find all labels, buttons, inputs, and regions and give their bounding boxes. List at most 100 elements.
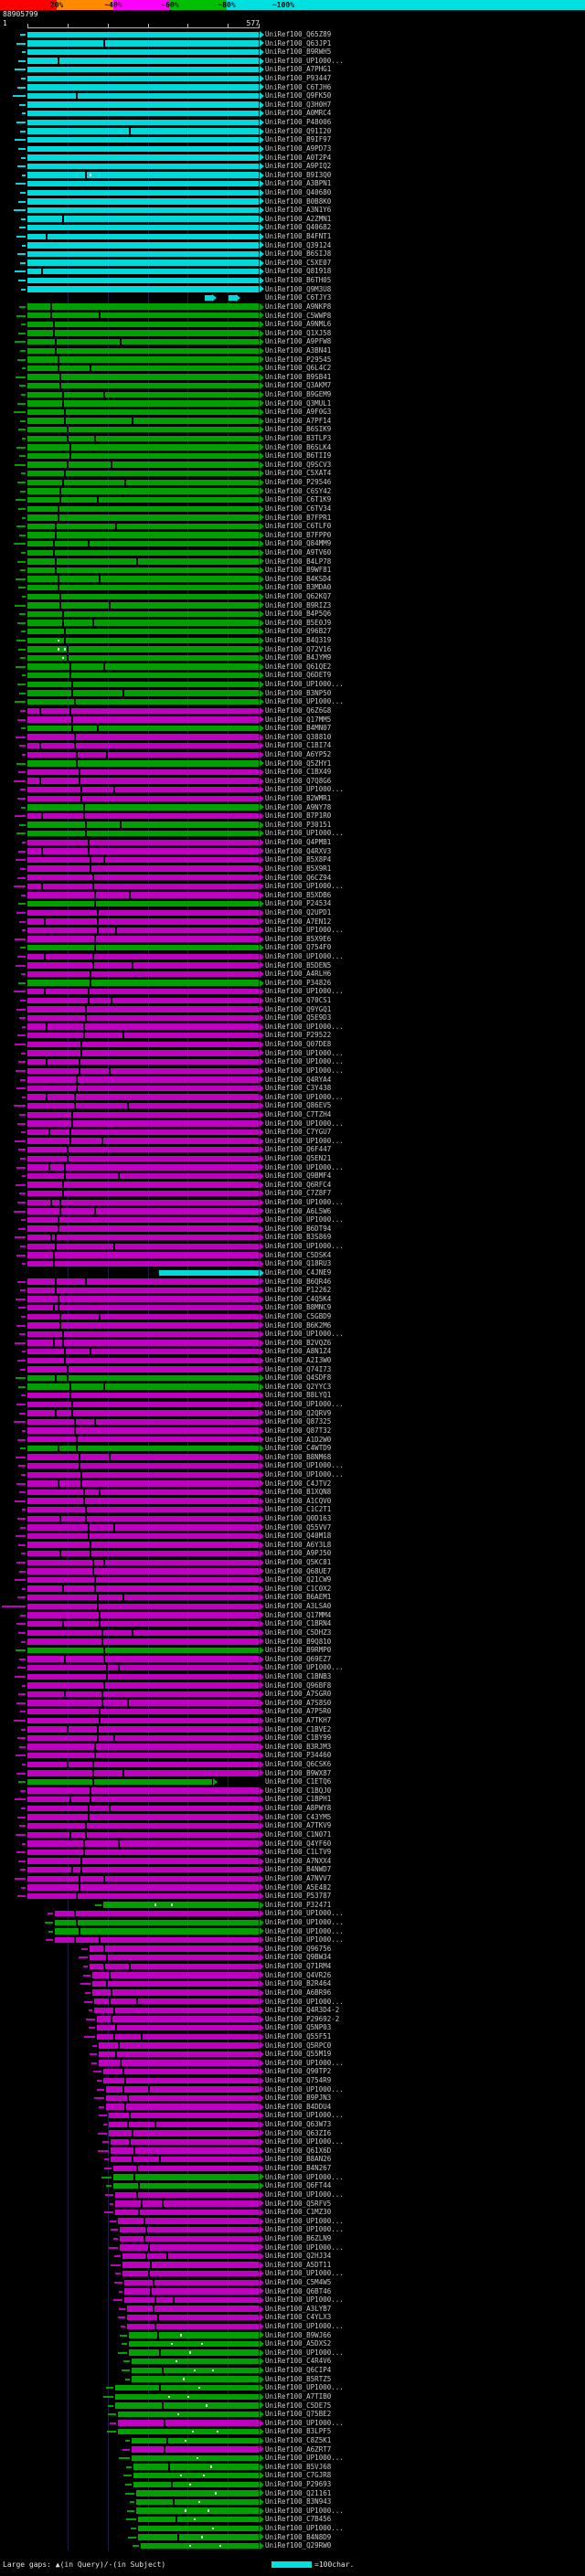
alignment-bar[interactable] bbox=[55, 1936, 259, 1944]
alignment-bar[interactable] bbox=[27, 225, 259, 231]
alignment-bar[interactable] bbox=[111, 2138, 259, 2146]
alignment-bar[interactable] bbox=[27, 1094, 259, 1100]
alignment-bar[interactable] bbox=[27, 629, 259, 635]
hit-label[interactable]: UniRef100_Q9M3U8 bbox=[265, 284, 332, 293]
hit-label[interactable]: UniRef100_Q3MUL1 bbox=[265, 398, 332, 408]
hit-label[interactable]: UniRef100_Q29RW0 bbox=[265, 2541, 332, 2550]
alignment-bar[interactable] bbox=[27, 865, 259, 872]
alignment-bar[interactable] bbox=[27, 1120, 259, 1127]
alignment-bar[interactable] bbox=[27, 673, 259, 679]
hit-label[interactable]: UniRef100_C1BRN4 bbox=[265, 1619, 332, 1628]
hit-label[interactable]: UniRef100_UP1000... bbox=[265, 680, 344, 689]
alignment-bar[interactable] bbox=[55, 1928, 259, 1935]
alignment-bar[interactable] bbox=[27, 84, 259, 90]
hit-label[interactable]: UniRef100_UP1000... bbox=[265, 1022, 344, 1031]
hit-label[interactable]: UniRef100_C1C0X2 bbox=[265, 1584, 332, 1593]
hit-label[interactable]: UniRef100_C6TV34 bbox=[265, 504, 332, 513]
hit-label[interactable]: UniRef100_C5DE75 bbox=[265, 2401, 332, 2410]
alignment-bar[interactable] bbox=[131, 2454, 259, 2462]
hit-label[interactable]: UniRef100_B4NWD7 bbox=[265, 1865, 332, 1874]
alignment-bar[interactable] bbox=[112, 2182, 259, 2189]
alignment-bar[interactable] bbox=[133, 2481, 259, 2487]
hit-label[interactable]: UniRef100_A5E482 bbox=[265, 1882, 332, 1892]
hit-label[interactable]: UniRef100_B6TH05 bbox=[265, 276, 332, 285]
alignment-bar[interactable] bbox=[27, 128, 259, 134]
hit-label[interactable]: UniRef100_B9WJ66 bbox=[265, 2330, 332, 2339]
hit-label[interactable]: UniRef100_B4N267 bbox=[265, 2164, 332, 2173]
hit-label[interactable]: UniRef100_Q9YGQ1 bbox=[265, 1004, 332, 1013]
hit-label[interactable]: UniRef100_C4WTD9 bbox=[265, 1444, 332, 1453]
hit-label[interactable]: UniRef100_A6ZRT7 bbox=[265, 2444, 332, 2454]
hit-label[interactable]: UniRef100_B5RTZ5 bbox=[265, 2374, 332, 2383]
alignment-bar[interactable] bbox=[27, 1340, 259, 1346]
hit-label[interactable]: UniRef100_A3LSA0 bbox=[265, 1602, 332, 1611]
hit-label[interactable]: UniRef100_UP1000... bbox=[265, 882, 344, 891]
hit-label[interactable]: UniRef100_B9RMP0 bbox=[265, 1646, 332, 1655]
alignment-bar[interactable] bbox=[27, 408, 259, 416]
alignment-bar[interactable] bbox=[122, 2270, 259, 2277]
hit-label[interactable]: UniRef100_UP1000... bbox=[265, 2137, 344, 2147]
hit-label[interactable]: UniRef100_Q55M19 bbox=[265, 2050, 332, 2059]
alignment-bar[interactable] bbox=[27, 1831, 259, 1838]
alignment-bar[interactable] bbox=[27, 980, 259, 986]
alignment-bar[interactable] bbox=[27, 1638, 259, 1645]
hit-label[interactable]: UniRef100_B9WF81 bbox=[265, 566, 332, 575]
hit-label[interactable]: UniRef100_B9Q810 bbox=[265, 1637, 332, 1646]
hit-label[interactable]: UniRef100_UP1000... bbox=[265, 1997, 344, 2006]
alignment-bar[interactable] bbox=[27, 303, 259, 310]
hit-label[interactable]: UniRef100_A7SGR0 bbox=[265, 1690, 332, 1699]
hit-label[interactable]: UniRef100_Q71RM4 bbox=[265, 1962, 332, 1971]
alignment-bar[interactable] bbox=[27, 427, 259, 433]
hit-label[interactable]: UniRef100_UP1000... bbox=[265, 1909, 344, 1918]
alignment-bar[interactable] bbox=[27, 1884, 259, 1891]
hit-label[interactable]: UniRef100_C1MZ30 bbox=[265, 2208, 332, 2217]
hit-label[interactable]: UniRef100_B9WX87 bbox=[265, 1768, 332, 1777]
hit-label[interactable]: UniRef100_Q69EZ7 bbox=[265, 1654, 332, 1663]
alignment-bar[interactable] bbox=[27, 111, 259, 117]
hit-label[interactable]: UniRef100_C1BX49 bbox=[265, 768, 332, 777]
alignment-bar[interactable] bbox=[27, 1770, 259, 1776]
alignment-bar[interactable] bbox=[27, 356, 259, 363]
hit-label[interactable]: UniRef100_B6SIK9 bbox=[265, 425, 332, 434]
alignment-bar[interactable] bbox=[27, 540, 259, 547]
alignment-bar[interactable] bbox=[27, 663, 259, 670]
alignment-bar[interactable] bbox=[27, 1753, 259, 1759]
alignment-bar[interactable] bbox=[27, 1006, 259, 1012]
alignment-bar[interactable] bbox=[27, 532, 259, 538]
alignment-bar[interactable] bbox=[27, 92, 259, 100]
hit-label[interactable]: UniRef100_A1D2W0 bbox=[265, 1435, 332, 1444]
alignment-bar[interactable] bbox=[27, 944, 259, 951]
alignment-bar[interactable] bbox=[106, 2086, 259, 2093]
hit-label[interactable]: UniRef100_C5DHZ3 bbox=[265, 1627, 332, 1637]
hit-label[interactable]: UniRef100_Q18RU3 bbox=[265, 1259, 332, 1268]
alignment-bar[interactable] bbox=[135, 2498, 259, 2506]
hit-label[interactable]: UniRef100_B2WMR1 bbox=[265, 794, 332, 803]
alignment-bar[interactable] bbox=[27, 1647, 259, 1654]
alignment-bar[interactable] bbox=[90, 1963, 259, 1970]
hit-label[interactable]: UniRef100_B6ZLN9 bbox=[265, 2233, 332, 2242]
hit-label[interactable]: UniRef100_Q2YYC3 bbox=[265, 1382, 332, 1391]
alignment-bar[interactable] bbox=[27, 1313, 259, 1320]
alignment-bar[interactable] bbox=[91, 1980, 259, 1988]
hit-label[interactable]: UniRef100_UP1000... bbox=[265, 1215, 344, 1224]
hit-label[interactable]: UniRef100_Q6FT44 bbox=[265, 2181, 332, 2190]
hit-label[interactable]: UniRef100_UP1000... bbox=[265, 2506, 344, 2515]
hit-label[interactable]: UniRef100_A2I3W0 bbox=[265, 1356, 332, 1365]
hit-label[interactable]: UniRef100_A4RLH6 bbox=[265, 970, 332, 979]
hit-label[interactable]: UniRef100_Q4RYA4 bbox=[265, 1075, 332, 1084]
hit-label[interactable]: UniRef100_Q38810 bbox=[265, 732, 332, 741]
hit-label[interactable]: UniRef100_UP1000... bbox=[265, 2189, 344, 2199]
alignment-bar[interactable] bbox=[27, 1664, 259, 1671]
alignment-bar[interactable] bbox=[27, 839, 259, 846]
alignment-bar[interactable] bbox=[27, 1235, 259, 1241]
alignment-bar[interactable] bbox=[27, 725, 259, 732]
alignment-bar[interactable] bbox=[117, 2218, 259, 2224]
alignment-bar[interactable] bbox=[27, 1532, 259, 1540]
hit-label[interactable]: UniRef100_C4JNE9 bbox=[265, 1267, 332, 1277]
alignment-bar[interactable] bbox=[124, 2288, 259, 2295]
hit-label[interactable]: UniRef100_A7TKH7 bbox=[265, 1716, 332, 1724]
alignment-bar[interactable] bbox=[103, 1902, 259, 1908]
hit-label[interactable]: UniRef100_B6QR46 bbox=[265, 1277, 332, 1286]
alignment-bar[interactable] bbox=[27, 1515, 259, 1521]
hit-label[interactable]: UniRef100_B4DDU4 bbox=[265, 2102, 332, 2111]
